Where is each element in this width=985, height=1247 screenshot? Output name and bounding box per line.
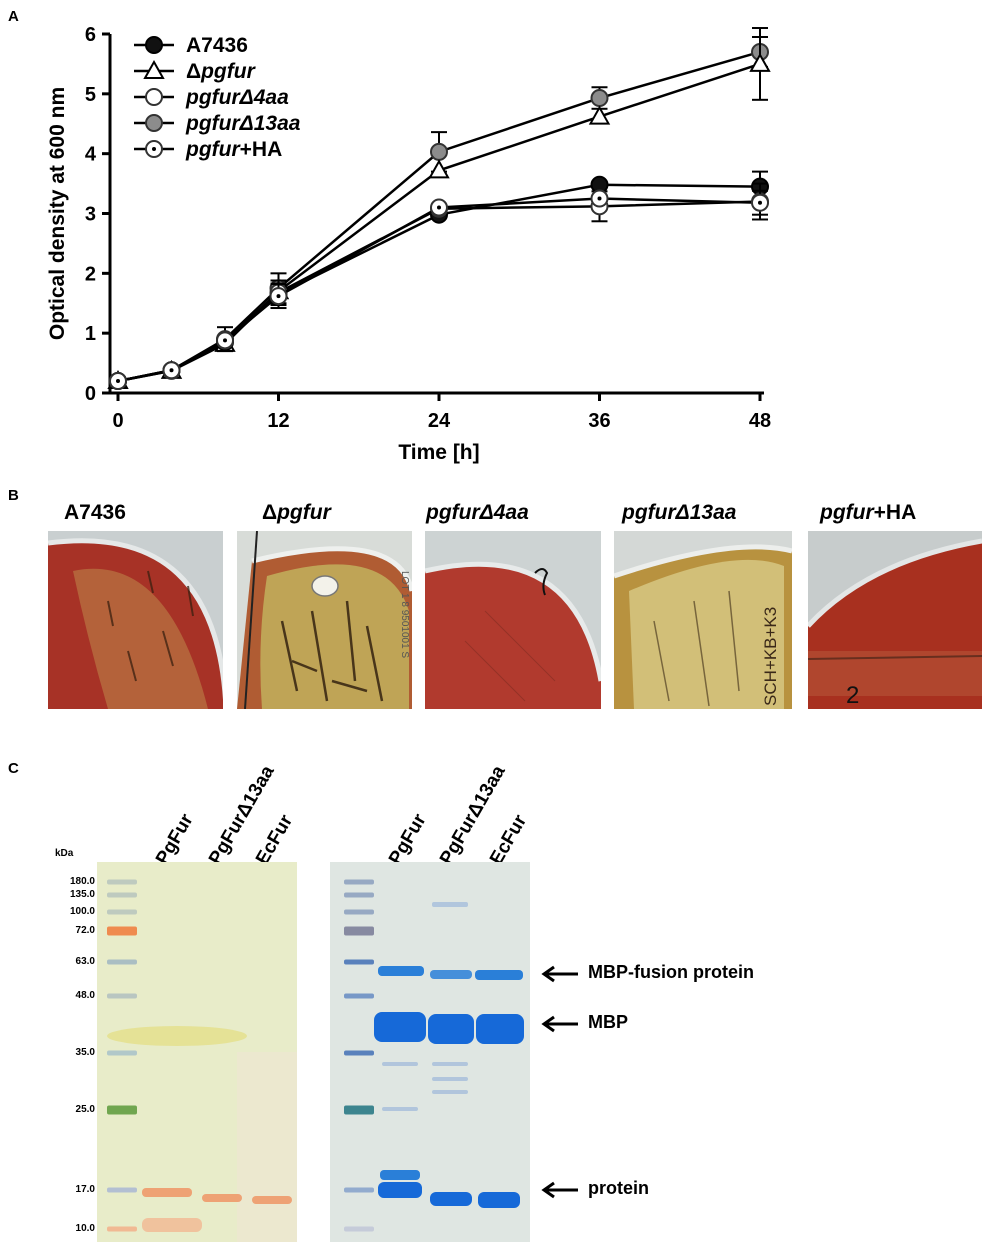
x-tick-label: 0 xyxy=(112,410,123,432)
legend-label: pgfur+HA xyxy=(185,138,282,161)
plate-label-0: A7436 xyxy=(64,501,126,524)
legend-marker xyxy=(145,88,163,106)
y-tick-label: 0 xyxy=(85,383,96,405)
kda-marker-label: 48.0 xyxy=(75,990,95,1001)
y-tick-label: 4 xyxy=(85,144,97,166)
lane-label-left-0: PgFur xyxy=(152,810,198,869)
arrow-mbp-fusion xyxy=(541,965,578,983)
legend-marker xyxy=(143,59,165,79)
data-point xyxy=(109,372,127,391)
kda-marker-label: 63.0 xyxy=(75,956,95,967)
plate-label-2: pgfurΔ4aa xyxy=(426,501,529,524)
data-point xyxy=(590,189,609,208)
panel-label-c: C xyxy=(8,760,19,777)
data-point xyxy=(428,159,450,179)
y-tick-label: 5 xyxy=(85,84,96,106)
x-tick-label: 12 xyxy=(267,410,289,432)
legend-label: pgfurΔ4aa xyxy=(185,86,289,109)
x-tick-label: 48 xyxy=(749,410,771,432)
y-axis-title: Optical density at 600 nm xyxy=(46,87,69,340)
data-point xyxy=(751,193,769,212)
plate-label-1: Δpgfur xyxy=(262,501,331,524)
data-point xyxy=(430,198,448,217)
legend-marker xyxy=(145,140,163,158)
legend-marker xyxy=(145,114,163,132)
legend-label: A7436 xyxy=(186,34,248,57)
y-tick-label: 1 xyxy=(85,323,96,345)
plate-marking-lot: LOT 1 8 9501001 S xyxy=(399,571,410,658)
x-axis-title: Time [h] xyxy=(398,441,479,464)
kda-marker-label: 25.0 xyxy=(75,1104,95,1115)
arrow-mbp xyxy=(541,1015,578,1033)
panel-label-a: A xyxy=(8,8,19,25)
kda-marker-label: 180.0 xyxy=(69,876,95,887)
series-line xyxy=(117,197,761,383)
kda-marker-label: 35.0 xyxy=(75,1047,95,1058)
plate-photo-pgfur-d13aa: SCH+KB+K3 xyxy=(614,531,792,709)
kda-marker-label: 100.0 xyxy=(69,906,95,917)
kda-marker-label: 72.0 xyxy=(75,925,95,936)
chart-legend: A7436 Δpgfur pgfurΔ4aa pgfurΔ13aa pgfur+HA xyxy=(134,34,301,161)
legend-label: pgfurΔ13aa xyxy=(185,112,301,135)
data-point xyxy=(430,142,448,161)
plate-photo-a7436 xyxy=(48,531,223,709)
lane-label-right-0: PgFur xyxy=(385,810,431,869)
label-mbp-fusion-protein: MBP-fusion protein xyxy=(588,962,754,982)
kda-marker-label: 135.0 xyxy=(69,889,95,900)
plate-label-3: pgfurΔ13aa xyxy=(622,501,737,524)
plate-marking-number: 2 xyxy=(846,682,859,709)
kda-marker-label: 10.0 xyxy=(75,1223,95,1234)
y-tick-label: 2 xyxy=(85,263,96,285)
series-line xyxy=(117,200,761,383)
plate-photo-delta-pgfur: LOT 1 8 9501001 S xyxy=(237,531,412,709)
y-tick-label: 6 xyxy=(85,24,96,46)
label-protein: protein xyxy=(588,1178,649,1198)
arrow-protein xyxy=(541,1181,578,1199)
legend-marker xyxy=(145,36,163,54)
data-point xyxy=(590,89,609,108)
data-point xyxy=(216,331,234,350)
legend-label: Δpgfur xyxy=(186,60,257,83)
data-point xyxy=(162,361,181,380)
plate-photo-pgfur-d4aa xyxy=(425,531,601,709)
label-mbp: MBP xyxy=(588,1012,628,1032)
data-point xyxy=(269,287,288,306)
panel-label-b: B xyxy=(8,487,19,504)
kda-unit-label: kDa xyxy=(55,848,74,859)
y-tick-label: 3 xyxy=(85,204,96,226)
kda-marker-label: 17.0 xyxy=(75,1184,95,1195)
data-point xyxy=(588,105,611,125)
plate-label-4: pgfur+HA xyxy=(820,501,917,524)
lane-label-left-2: EcFur xyxy=(252,811,298,869)
x-tick-label: 36 xyxy=(588,410,610,432)
lane-label-right-2: EcFur xyxy=(486,811,532,869)
series-4 xyxy=(109,189,769,391)
x-tick-label: 24 xyxy=(428,410,451,432)
plate-marking-sch: SCH+KB+K3 xyxy=(761,607,780,706)
gel-left-unstained xyxy=(97,862,297,1242)
plate-photo-pgfur-ha: 2 xyxy=(808,531,982,709)
data-point xyxy=(749,52,771,72)
gel-right-coomassie xyxy=(330,862,530,1242)
